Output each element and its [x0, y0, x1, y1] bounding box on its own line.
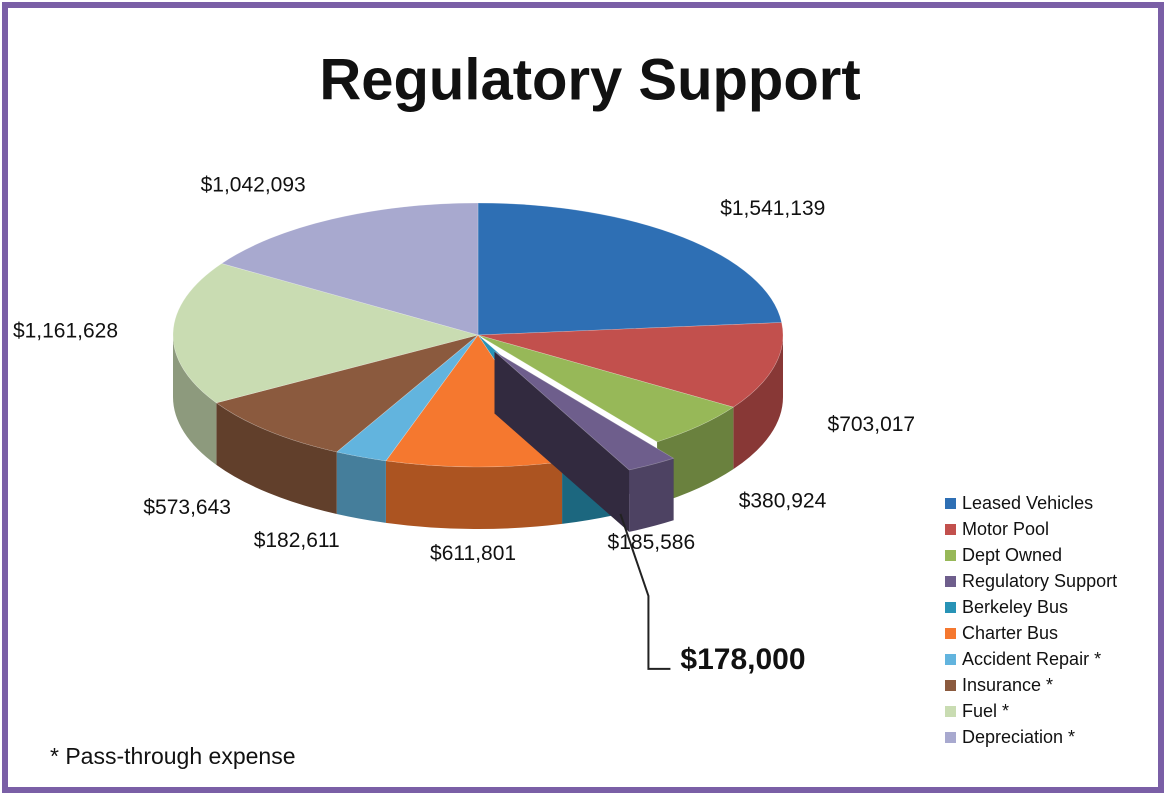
- slice-side: [336, 451, 386, 523]
- legend-label: Fuel *: [962, 701, 1009, 721]
- legend-swatch: [945, 628, 956, 639]
- pie-slice: [494, 351, 675, 532]
- pie-slice: [215, 334, 479, 514]
- legend-swatch: [945, 602, 956, 613]
- pie-slice: [477, 202, 783, 336]
- slice-side: [733, 335, 783, 470]
- legend-swatch: [945, 732, 956, 743]
- legend-swatch: [945, 576, 956, 587]
- data-label: $185,586: [608, 531, 696, 554]
- pie-slice: [172, 263, 480, 465]
- slice-top: [336, 334, 479, 462]
- data-label: $611,801: [430, 542, 516, 565]
- legend-swatch: [945, 550, 956, 561]
- legend-swatch: [945, 524, 956, 535]
- data-label: $1,042,093: [201, 173, 306, 196]
- leader-line: [619, 513, 671, 670]
- pie-slice: [336, 334, 479, 523]
- legend-swatch: [945, 498, 956, 509]
- data-label: $1,541,139: [720, 197, 825, 220]
- slice-top: [477, 322, 784, 408]
- legend-swatch: [945, 654, 956, 665]
- legend-label: Leased Vehicles: [962, 493, 1093, 513]
- legend-label: Insurance *: [962, 675, 1053, 695]
- data-label: $573,643: [143, 496, 231, 519]
- slice-top: [215, 334, 479, 453]
- slice-top: [220, 202, 479, 336]
- slice-edge: [494, 351, 630, 532]
- slice-top: [477, 334, 735, 443]
- data-label: $182,611: [254, 529, 340, 552]
- legend-label: Accident Repair *: [962, 649, 1101, 669]
- pie-slice: [220, 202, 479, 336]
- legend-swatch: [945, 706, 956, 717]
- legend-label: Dept Owned: [962, 545, 1062, 565]
- chart-title: Regulatory Support: [319, 47, 860, 112]
- data-label: $380,924: [739, 489, 827, 512]
- legend-label: Regulatory Support: [962, 571, 1117, 591]
- slice-side: [216, 402, 337, 514]
- legend-label: Motor Pool: [962, 519, 1049, 539]
- footnote: * Pass-through expense: [50, 743, 296, 769]
- legend-label: Depreciation *: [962, 727, 1075, 747]
- slice-side: [629, 458, 674, 532]
- slice-top: [477, 202, 783, 336]
- legend-label: Charter Bus: [962, 623, 1058, 643]
- slice-side: [173, 335, 217, 465]
- slice-top: [494, 351, 675, 471]
- data-label: $178,000: [680, 643, 805, 676]
- legend-swatch: [945, 680, 956, 691]
- slice-top: [172, 263, 480, 404]
- pie-slice: [477, 322, 784, 470]
- slice-side: [385, 460, 563, 530]
- legend-label: Berkeley Bus: [962, 597, 1068, 617]
- data-label: $703,017: [828, 413, 916, 436]
- pie-slice: [477, 334, 735, 504]
- data-label: $1,161,628: [13, 320, 118, 343]
- slice-side: [657, 407, 734, 504]
